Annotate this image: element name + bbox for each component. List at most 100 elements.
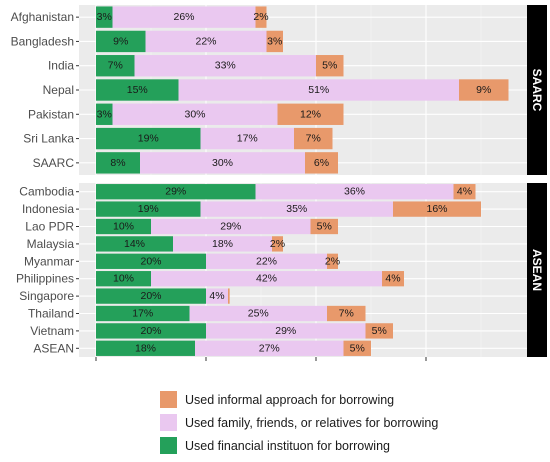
- bar-value-label: 16%: [426, 203, 447, 215]
- legend-swatch: [160, 437, 177, 454]
- bar-value-label: 19%: [138, 203, 159, 215]
- bar-segment: [206, 323, 366, 339]
- bar-segment: [96, 305, 190, 322]
- bar-segment: [327, 305, 366, 322]
- bar-value-label: 22%: [195, 35, 216, 47]
- legend-item: Used family, friends, or relatives for b…: [160, 411, 490, 434]
- bar-value-label: 20%: [140, 325, 161, 337]
- bar-value-label: 19%: [138, 133, 159, 145]
- bar-segment: [316, 55, 344, 77]
- bar-segment: [255, 6, 267, 28]
- bar-value-label: 33%: [215, 60, 236, 72]
- bar-segment: [151, 271, 382, 287]
- bar-value-label: 5%: [372, 325, 387, 337]
- bar-segment: [96, 103, 113, 125]
- bar-segment: [96, 127, 201, 150]
- legend-swatch: [160, 414, 177, 431]
- bar-value-label: 3%: [97, 108, 112, 120]
- bar-value-label: 15%: [127, 84, 148, 96]
- bar-value-label: 8%: [110, 157, 125, 169]
- bar-value-label: 5%: [317, 221, 332, 233]
- bar-value-label: 17%: [237, 133, 258, 145]
- bar-value-label: 5%: [350, 342, 365, 354]
- bar-value-label: 2%: [253, 11, 268, 23]
- bar-value-label: 30%: [212, 157, 233, 169]
- bar-value-label: 2%: [325, 255, 340, 267]
- bar-segment: [96, 79, 179, 101]
- category-label: Thailand: [28, 307, 74, 321]
- bar-segment: [305, 152, 338, 174]
- bar-value-label: 20%: [140, 255, 161, 267]
- bar-segment: [382, 271, 404, 287]
- bar-segment: [96, 152, 140, 174]
- bar-segment: [96, 201, 201, 217]
- bar-segment: [266, 30, 283, 53]
- legend-label: Used informal approach for borrowing: [185, 392, 395, 407]
- bar-segment: [195, 340, 344, 356]
- bar-segment: [343, 340, 371, 356]
- bar-segment: [140, 152, 305, 174]
- bar-value-label: 7%: [339, 308, 354, 320]
- bar-segment: [112, 6, 256, 28]
- bar-segment: [206, 253, 327, 269]
- bar-segment: [255, 184, 454, 200]
- facet-strip-label: ASEAN: [530, 249, 544, 291]
- bar-value-label: 36%: [344, 186, 365, 198]
- category-label: Singapore: [19, 289, 74, 303]
- bar-segment: [178, 79, 459, 101]
- bar-segment: [134, 55, 316, 77]
- bar-value-label: 3%: [267, 35, 282, 47]
- bar-segment: [96, 271, 151, 287]
- category-label: Lao PDR: [25, 220, 74, 234]
- bar-value-label: 20%: [140, 290, 161, 302]
- bar-value-label: 7%: [108, 60, 123, 72]
- legend: Used informal approach for borrowing Used…: [160, 388, 490, 457]
- bar-segment: [96, 253, 206, 269]
- bar-value-label: 6%: [314, 157, 329, 169]
- bar-value-label: 10%: [113, 221, 134, 233]
- bar-value-label: 4%: [209, 290, 224, 302]
- bar-value-label: 35%: [286, 203, 307, 215]
- bar-segment: [310, 218, 338, 235]
- category-label: Afghanistan: [11, 10, 74, 24]
- category-label: Pakistan: [28, 107, 74, 121]
- legend-item: Used informal approach for borrowing: [160, 388, 490, 411]
- bar-segment: [228, 288, 230, 304]
- bar-segment: [96, 236, 173, 252]
- bar-value-label: 7%: [306, 133, 321, 145]
- facet-strip: [527, 5, 547, 175]
- facet-strip-label: SAARC: [530, 69, 544, 112]
- bar-value-label: 4%: [385, 273, 400, 285]
- category-label: India: [48, 59, 74, 73]
- bar-segment: [96, 323, 206, 339]
- bar-segment: [365, 323, 393, 339]
- bar-value-label: 25%: [248, 308, 269, 320]
- legend-item: Used financial instituon for borrowing: [160, 434, 490, 457]
- bar-segment: [96, 340, 195, 356]
- bar-segment: [393, 201, 481, 217]
- bar-value-label: 14%: [124, 238, 145, 250]
- bar-segment: [294, 127, 333, 150]
- category-label: Myanmar: [24, 254, 74, 268]
- category-label: Vietnam: [30, 324, 74, 338]
- bar-segment: [145, 30, 267, 53]
- bar-segment: [173, 236, 272, 252]
- bar-segment: [200, 127, 294, 150]
- bar-value-label: 26%: [173, 11, 194, 23]
- bar-segment: [96, 55, 135, 77]
- facet-strip: [527, 183, 547, 357]
- legend-label: Used family, friends, or relatives for b…: [185, 415, 439, 430]
- category-label: Indonesia: [22, 202, 74, 216]
- bar-segment: [96, 184, 256, 200]
- bar-segment: [96, 6, 113, 28]
- bar-value-label: 27%: [259, 342, 280, 354]
- bar-value-label: 29%: [165, 186, 186, 198]
- bar-segment: [459, 79, 509, 101]
- bar-value-label: 29%: [275, 325, 296, 337]
- bar-value-label: 3%: [97, 11, 112, 23]
- bar-value-label: 18%: [135, 342, 156, 354]
- bar-segment: [272, 236, 283, 252]
- bar-segment: [277, 103, 344, 125]
- bar-value-label: 51%: [308, 84, 329, 96]
